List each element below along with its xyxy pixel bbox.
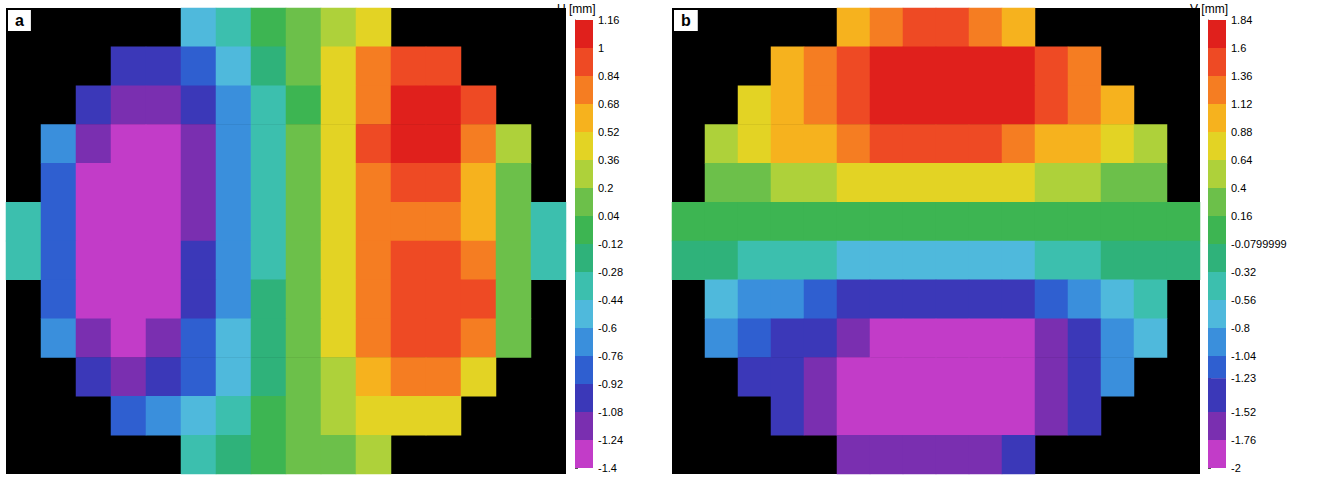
svg-text:0.4: 0.4 [1231, 182, 1246, 194]
svg-text:b: b [681, 12, 691, 29]
svg-text:-0.6: -0.6 [598, 322, 617, 334]
svg-text:1.12: 1.12 [1231, 98, 1252, 110]
svg-text:-0.32: -0.32 [1231, 266, 1256, 278]
svg-text:1: 1 [598, 42, 604, 54]
svg-text:0.52: 0.52 [598, 126, 619, 138]
svg-text:-1.08: -1.08 [598, 406, 623, 418]
svg-text:0.36: 0.36 [598, 154, 619, 166]
svg-text:-1.4: -1.4 [598, 462, 617, 474]
svg-text:U [mm]: U [mm] [557, 2, 596, 16]
svg-text:-0.76: -0.76 [598, 350, 623, 362]
svg-text:1.84: 1.84 [1231, 14, 1252, 26]
svg-text:-1.76: -1.76 [1231, 434, 1256, 446]
svg-text:0.16: 0.16 [1231, 210, 1252, 222]
svg-text:-0.8: -0.8 [1231, 322, 1250, 334]
svg-text:-0.0799999: -0.0799999 [1231, 238, 1287, 250]
svg-text:-1.52: -1.52 [1231, 406, 1256, 418]
svg-text:1.6: 1.6 [1231, 42, 1246, 54]
svg-text:V [mm]: V [mm] [1190, 2, 1228, 16]
svg-text:-1.23: -1.23 [1231, 372, 1256, 384]
svg-text:0.68: 0.68 [598, 98, 619, 110]
svg-text:-2: -2 [1231, 462, 1241, 474]
svg-text:1.16: 1.16 [598, 14, 619, 26]
svg-text:0.2: 0.2 [598, 182, 613, 194]
svg-text:-0.92: -0.92 [598, 378, 623, 390]
svg-text:-0.44: -0.44 [598, 294, 623, 306]
svg-text:-1.24: -1.24 [598, 434, 623, 446]
svg-text:0.64: 0.64 [1231, 154, 1252, 166]
svg-text:-0.28: -0.28 [598, 266, 623, 278]
svg-text:0.04: 0.04 [598, 210, 619, 222]
svg-text:a: a [15, 12, 24, 29]
svg-text:-1.04: -1.04 [1231, 350, 1256, 362]
svg-text:1.36: 1.36 [1231, 70, 1252, 82]
svg-text:-0.12: -0.12 [598, 238, 623, 250]
svg-text:0.84: 0.84 [598, 70, 619, 82]
svg-text:0.88: 0.88 [1231, 126, 1252, 138]
svg-text:-0.56: -0.56 [1231, 294, 1256, 306]
